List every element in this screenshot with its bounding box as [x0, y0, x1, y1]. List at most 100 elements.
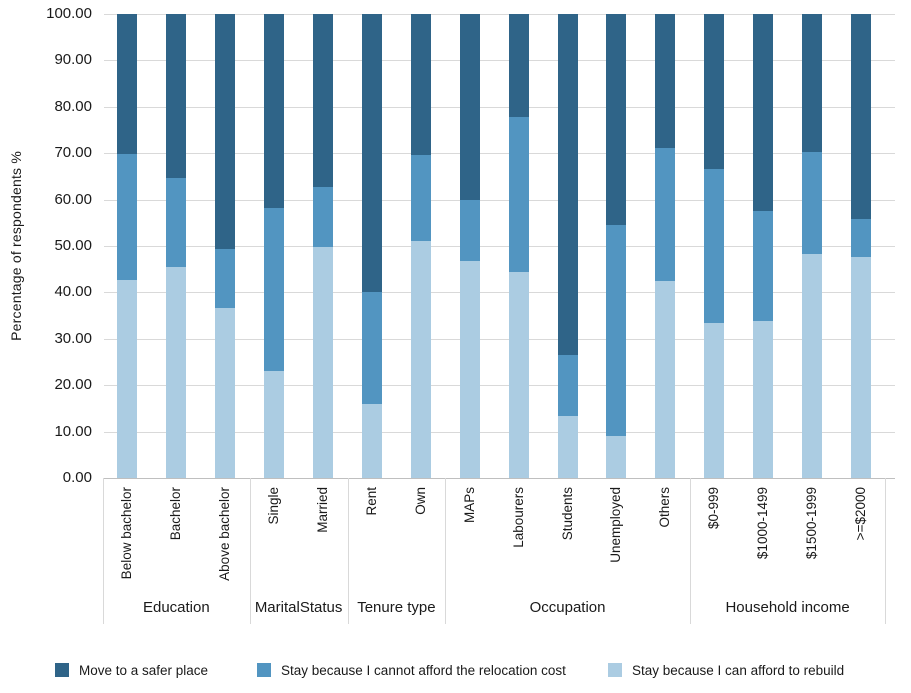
legend-label: Stay because I cannot afford the relocat…: [281, 662, 566, 678]
legend-item: Stay because I can afford to rebuild: [608, 661, 844, 679]
category-label: Others: [657, 487, 673, 528]
category-label: $1000-1499: [755, 487, 771, 560]
gridline: [104, 292, 895, 294]
bar-segment: [557, 416, 578, 478]
y-tick-label: 90.00: [54, 51, 92, 69]
group-separator: [249, 478, 251, 624]
gridline: [104, 14, 895, 15]
y-tick-label: 80.00: [54, 97, 92, 115]
bar-segment: [410, 14, 431, 155]
legend-item: Move to a safer place: [55, 661, 208, 679]
bar-segment: [313, 247, 334, 478]
bar-segment: [313, 14, 334, 188]
bar-segment: [508, 14, 529, 117]
group-separator: [103, 478, 104, 624]
y-tick-label: 30.00: [54, 329, 92, 347]
bar-segment: [410, 154, 431, 242]
group-separator: [445, 478, 447, 624]
bar-segment: [704, 168, 725, 324]
y-tick-label: 10.00: [54, 422, 92, 440]
y-axis-title: Percentage of respondents %: [8, 151, 24, 341]
bar-segment: [117, 280, 138, 478]
group-label: Tenure type: [357, 599, 436, 616]
legend-swatch: [257, 663, 271, 677]
bar-segment: [410, 241, 431, 478]
category-label: $1500-1999: [804, 487, 820, 560]
bar-segment: [606, 14, 627, 226]
bar-segment: [459, 260, 480, 478]
y-tick-label: 50.00: [54, 237, 92, 254]
category-label: $0-999: [706, 487, 722, 530]
y-tick-label: 60.00: [54, 190, 92, 208]
bar-segment: [655, 281, 676, 478]
bar-segment: [264, 208, 285, 371]
bar-segment: [850, 256, 871, 478]
bar-segment: [215, 14, 236, 249]
bar-segment: [313, 187, 334, 248]
bar-segment: [117, 14, 138, 155]
bar-segment: [264, 14, 285, 209]
gridline: [104, 338, 895, 340]
y-tick-label: 20.00: [54, 376, 92, 394]
bar-segment: [215, 308, 236, 478]
legend-swatch: [55, 663, 69, 677]
bar-segment: [459, 14, 480, 201]
bar-segment: [753, 14, 774, 212]
legend-item: Stay because I cannot afford the relocat…: [257, 661, 566, 679]
bar-segment: [361, 291, 382, 405]
bar-segment: [166, 266, 187, 478]
gridline: [104, 431, 895, 433]
bar-segment: [850, 219, 871, 257]
bar-segment: [166, 14, 187, 179]
gridline: [104, 199, 895, 201]
bar-segment: [117, 154, 138, 281]
category-label: Own: [412, 487, 428, 515]
bar-segment: [753, 320, 774, 478]
category-label: Students: [559, 487, 575, 541]
bar-segment: [459, 200, 480, 261]
group-separator: [885, 478, 887, 624]
category-label: Rent: [363, 487, 379, 516]
category-label: Single: [266, 487, 282, 525]
y-tick-label: 100.00: [46, 5, 92, 22]
bar-segment: [361, 14, 382, 292]
category-label: Bachelor: [168, 487, 184, 541]
y-tick-label: 0.00: [62, 469, 92, 486]
legend-label: Move to a safer place: [79, 662, 209, 678]
y-axis-title-wrap: Percentage of respondents %: [4, 14, 28, 478]
bar-segment: [655, 14, 676, 148]
bar-segment: [606, 225, 627, 436]
category-label: Unemployed: [608, 487, 624, 563]
gridline: [104, 60, 895, 62]
category-label: Married: [315, 487, 331, 533]
category-label: >=$2000: [852, 487, 868, 541]
category-label: Labourers: [510, 487, 526, 548]
group-label: Education: [142, 599, 210, 616]
bar-segment: [802, 151, 823, 255]
group-label: Occupation: [529, 599, 606, 616]
category-label: Below bachelor: [119, 487, 135, 580]
legend-swatch: [608, 663, 622, 677]
bar-segment: [508, 271, 529, 478]
gridline: [104, 246, 895, 247]
gridline: [104, 153, 895, 155]
bar-segment: [802, 254, 823, 478]
bar-segment: [215, 248, 236, 309]
y-tick-label: 40.00: [54, 283, 92, 301]
category-label: MAPs: [461, 487, 477, 524]
gridline: [104, 106, 895, 108]
bar-segment: [361, 404, 382, 478]
bar-segment: [264, 370, 285, 478]
group-label: Household income: [725, 599, 850, 616]
bar-segment: [655, 147, 676, 282]
legend-label: Stay because I can afford to rebuild: [632, 662, 845, 678]
bar-segment: [606, 435, 627, 478]
bar-segment: [166, 178, 187, 267]
group-separator: [347, 478, 349, 624]
category-label: Above bachelor: [217, 487, 233, 581]
group-separator: [689, 478, 691, 624]
bar-segment: [704, 14, 725, 169]
gridline: [104, 385, 895, 387]
bar-segment: [557, 354, 578, 417]
bar-segment: [704, 323, 725, 478]
